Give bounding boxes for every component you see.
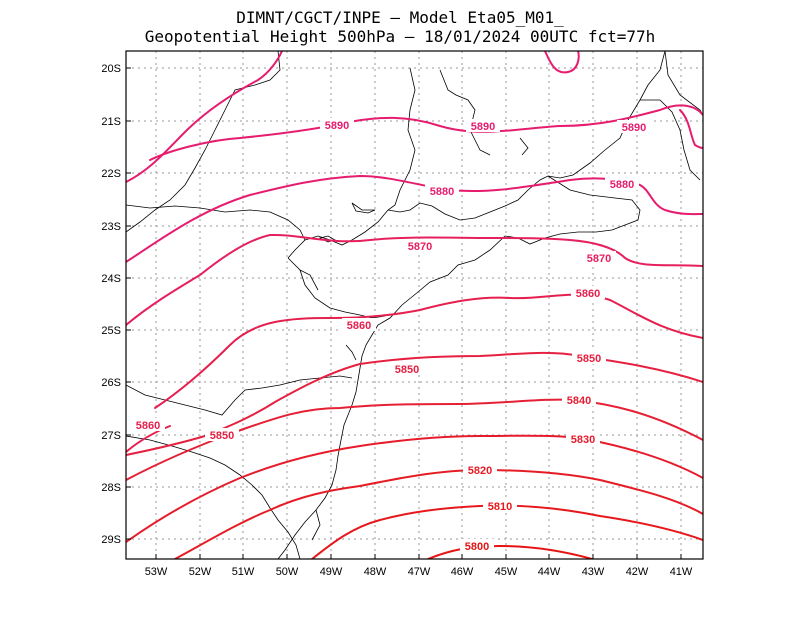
lon-label: 48W	[364, 566, 387, 578]
label-bg	[342, 318, 376, 331]
contour-label: 5880	[610, 179, 634, 191]
lon-label: 42W	[626, 566, 649, 578]
lon-label: 44W	[538, 566, 561, 578]
contour-label: 5840	[567, 395, 591, 407]
title-line-1: DIMNT/CGCT/INPE – Model Eta05_M01_	[236, 8, 564, 27]
lat-label: 24S	[101, 273, 121, 285]
contour-label: 5890	[325, 120, 349, 132]
longitude-labels: 53W 52W 51W 50W 49W 48W 47W 46W 45W 44W …	[145, 566, 693, 578]
contour-label: 5820	[468, 465, 492, 477]
plot-frame	[125, 50, 704, 560]
contour-5890-d	[679, 109, 703, 149]
lon-label: 53W	[145, 566, 168, 578]
contour-label: 5810	[488, 501, 512, 513]
contour-label: 5870	[408, 241, 432, 253]
contour-5890-a	[126, 51, 283, 183]
lon-label: 45W	[495, 566, 518, 578]
contour-5860-a	[154, 293, 703, 409]
boundaries	[126, 51, 703, 559]
contour-5870-a	[126, 233, 703, 326]
contour-label: 5850	[577, 353, 601, 365]
label-bg	[572, 351, 606, 364]
lon-label: 51W	[232, 566, 255, 578]
lat-label: 27S	[101, 430, 121, 442]
contour-5880-a	[126, 175, 703, 263]
latitude-labels: 20S 21S 22S 23S 24S 25S 26S 27S 28S 29S	[101, 63, 121, 546]
contour-5830-a	[126, 434, 703, 543]
lon-label: 52W	[189, 566, 212, 578]
label-bg	[425, 184, 459, 197]
contour-label: 5850	[395, 364, 419, 376]
label-bg	[582, 251, 616, 264]
label-bg	[205, 428, 239, 441]
lon-label: 43W	[582, 566, 605, 578]
contour-label: 5830	[571, 434, 595, 446]
lon-label: 50W	[276, 566, 299, 578]
lon-label: 41W	[670, 566, 693, 578]
contour-5800-a	[427, 545, 593, 559]
contour-5860-b	[126, 425, 171, 453]
label-bg	[131, 418, 165, 431]
lat-label: 22S	[101, 168, 121, 180]
lat-label: 29S	[101, 534, 121, 546]
contour-label: 5870	[587, 253, 611, 265]
lat-label: 21S	[101, 116, 121, 128]
label-bg	[466, 119, 500, 132]
contour-label: 5860	[136, 420, 160, 432]
label-bg	[403, 239, 437, 252]
label-bg	[463, 463, 497, 476]
contour-label: 5800	[465, 541, 489, 553]
lat-label: 26S	[101, 377, 121, 389]
lat-label: 23S	[101, 221, 121, 233]
lon-label: 49W	[320, 566, 343, 578]
lat-label: 28S	[101, 482, 121, 494]
label-bg	[605, 177, 639, 190]
label-bg	[562, 393, 596, 406]
lat-label: 20S	[101, 63, 121, 75]
tick-marks	[126, 67, 682, 559]
contour-5890-c	[544, 51, 580, 74]
contour-label: 5860	[347, 320, 371, 332]
label-bg	[460, 539, 494, 552]
grid-lines	[126, 51, 703, 559]
contour-5820-a	[174, 469, 703, 559]
contour-labels: 5890 5890 5890 5880 5880 5870 5870 5860 …	[131, 118, 651, 553]
lon-label: 46W	[451, 566, 474, 578]
label-bg	[390, 362, 424, 375]
contour-5890-b	[149, 104, 703, 161]
label-bg	[617, 120, 651, 133]
contour-label: 5890	[471, 121, 495, 133]
contour-label: 5890	[622, 122, 646, 134]
lat-label: 25S	[101, 325, 121, 337]
contour-label: 5880	[430, 186, 454, 198]
label-bg	[566, 432, 600, 445]
label-bg	[571, 286, 605, 299]
contour-label: 5860	[576, 288, 600, 300]
title-line-2: Geopotential Height 500hPa – 18/01/2024 …	[144, 27, 656, 46]
lon-label: 47W	[408, 566, 431, 578]
contour-label: 5850	[210, 430, 234, 442]
label-bg	[320, 118, 354, 131]
label-bg	[483, 499, 517, 512]
contour-5810-a	[311, 504, 703, 559]
